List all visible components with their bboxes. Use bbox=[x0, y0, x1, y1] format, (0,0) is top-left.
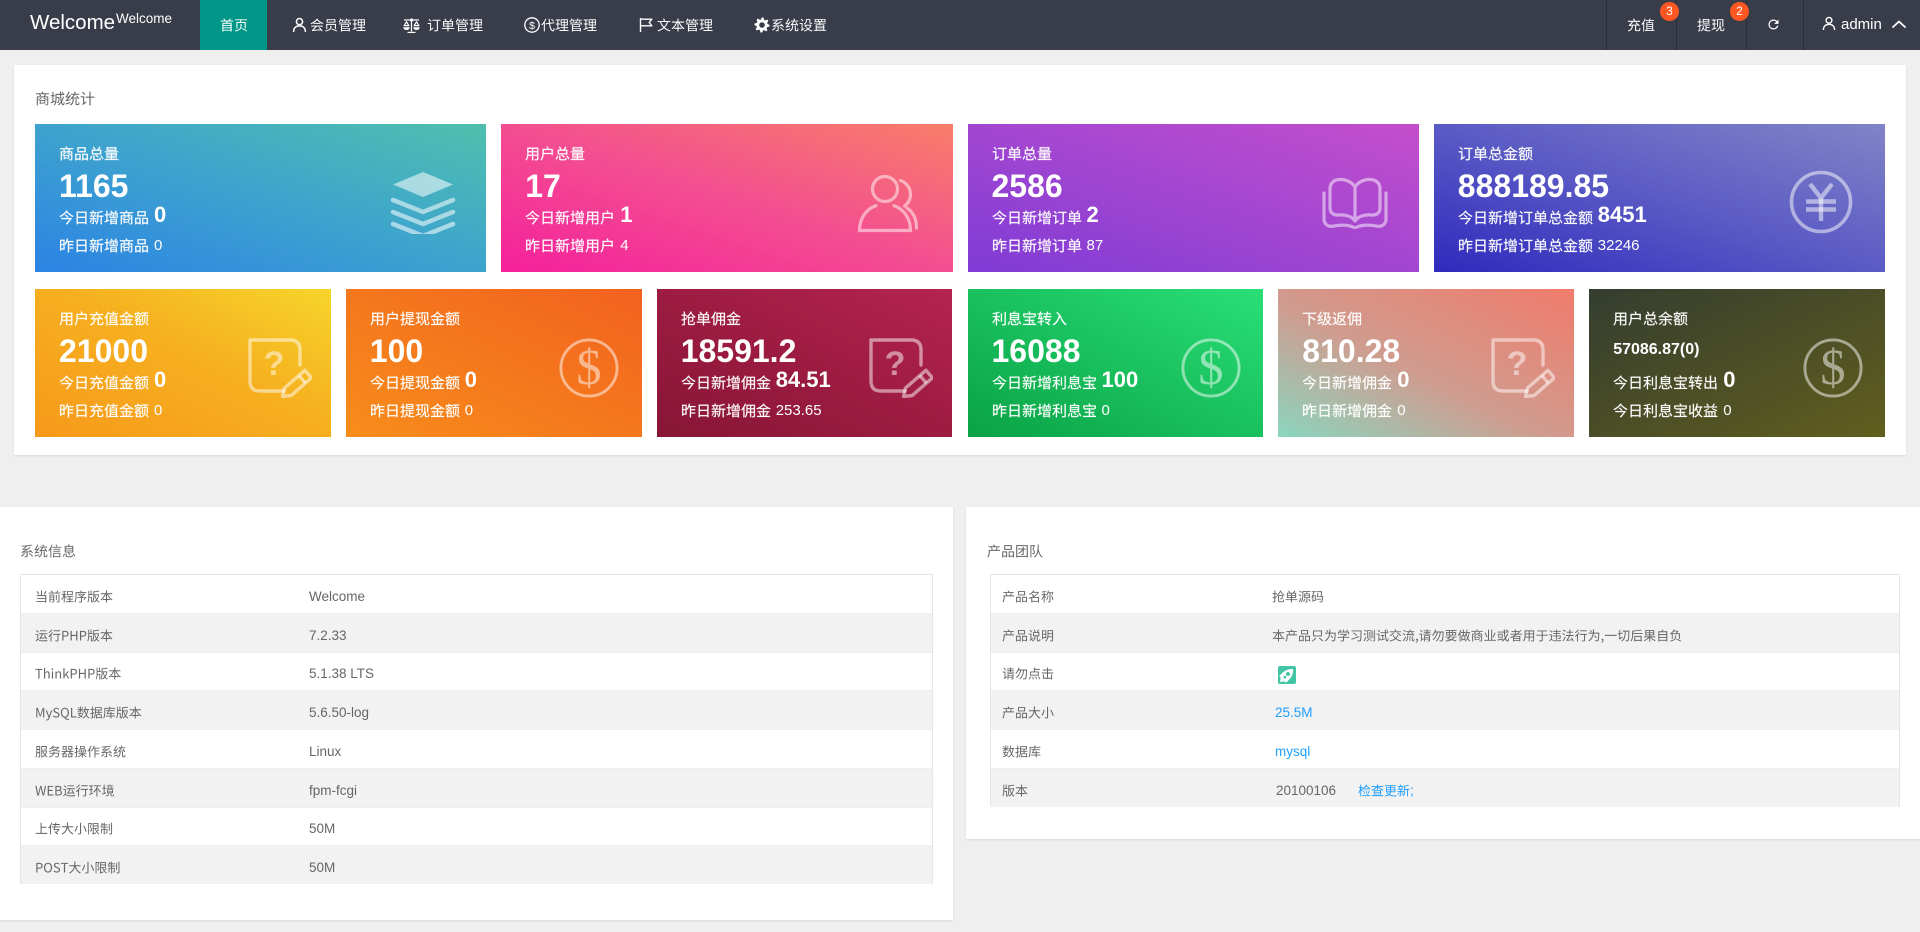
svg-text:$: $ bbox=[1820, 339, 1845, 395]
svg-text:$: $ bbox=[1198, 339, 1223, 395]
svg-text:?: ? bbox=[885, 345, 906, 383]
svg-text:$: $ bbox=[576, 339, 601, 395]
svg-text:$: $ bbox=[529, 20, 535, 32]
svg-text:?: ? bbox=[1507, 345, 1528, 383]
svg-text:?: ? bbox=[264, 345, 285, 383]
